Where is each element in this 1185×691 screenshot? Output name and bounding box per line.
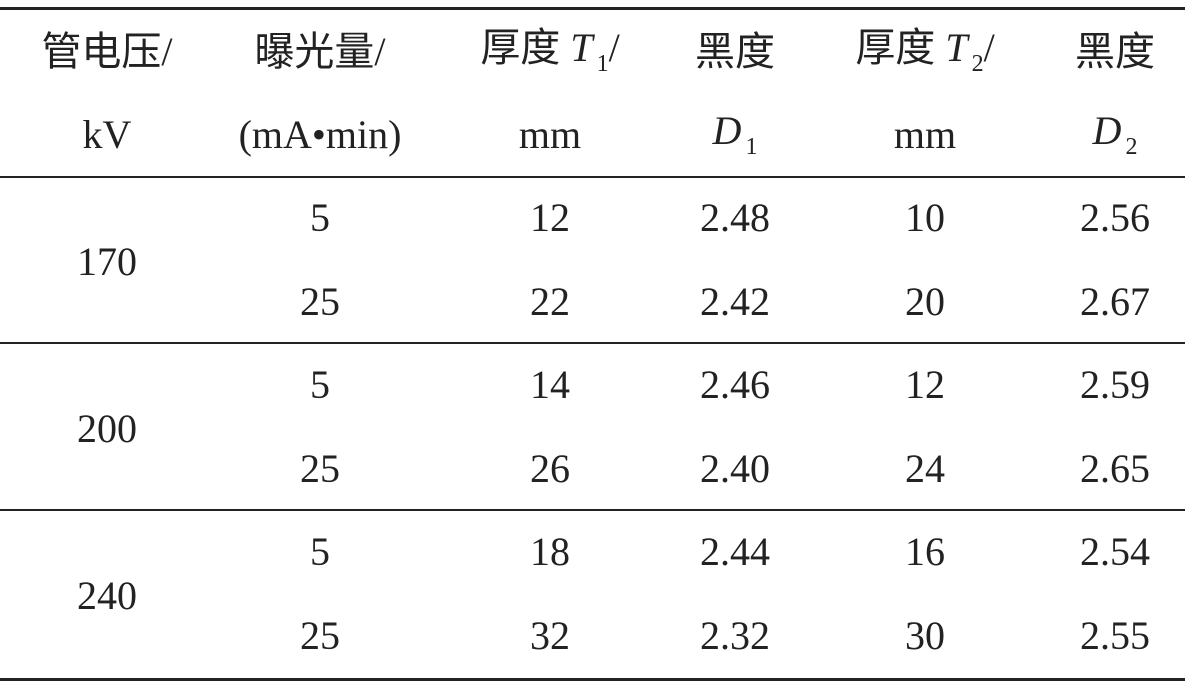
header-text: 管电压/ [41,29,173,74]
header-cell: 厚度 T 2/ [855,25,995,77]
table-cell: 10 [905,195,945,240]
table-cell: 20 [905,279,945,324]
table-cell: 25 [300,446,340,491]
header-text: kV [82,112,132,157]
header-text: 2 [971,51,984,77]
header-text: / [983,25,995,70]
header-text: 曝光量/ [254,29,386,74]
table-cell: 5 [310,195,330,240]
table-cell: 12 [905,362,945,407]
header-cell: mm [519,115,581,155]
table-cell: 25 [300,279,340,324]
table-cell: 2.42 [700,279,770,324]
voltage-cell: 170 [77,239,137,284]
header-text: (mA•min) [238,112,402,157]
header-cell: kV [83,115,132,155]
table-cell: 22 [530,279,570,324]
table-cell: 2.67 [1080,279,1150,324]
header-text: 2 [1125,134,1138,160]
header-text: 厚度 [855,25,946,70]
table-cell: 30 [905,613,945,658]
header-text: mm [518,112,582,157]
header-text: / [608,25,620,70]
header-cell: mm [894,115,956,155]
table-cell: 2.32 [700,613,770,658]
header-cell: 厚度 T 1/ [480,25,620,77]
header-cell: 管电压/ [41,32,172,72]
table-cell: 2.59 [1080,362,1150,407]
table-cell: 2.56 [1080,195,1150,240]
table-cell: 12 [530,195,570,240]
table-cell: 5 [310,529,330,574]
header-cell: 黑度 [695,32,775,72]
header-text: 1 [596,51,609,77]
voltage-cell: 200 [77,406,137,451]
table-cell: 24 [905,446,945,491]
table-cell: 2.46 [700,362,770,407]
header-text: D [1092,108,1122,153]
table-cell: 2.40 [700,446,770,491]
table-cell: 2.48 [700,195,770,240]
table-cell: 25 [300,613,340,658]
header-text: D [712,108,742,153]
table-cell: 16 [905,529,945,574]
table-cell: 32 [530,613,570,658]
table-cell: 14 [530,362,570,407]
group-rule [0,509,1185,511]
table-cell: 2.65 [1080,446,1150,491]
group-rule [0,342,1185,344]
header-rule [0,176,1185,178]
header-text: 厚度 [480,25,571,70]
table-cell: 2.54 [1080,529,1150,574]
top-rule [0,7,1185,10]
table-cell: 2.44 [700,529,770,574]
voltage-cell: 240 [77,573,137,618]
table-cell: 5 [310,362,330,407]
header-text: 黑度 [1075,29,1155,74]
header-text: mm [893,112,957,157]
table-cell: 26 [530,446,570,491]
header-cell: 黑度 [1075,32,1155,72]
header-text: T [570,25,593,70]
header-text: 黑度 [695,29,775,74]
header-cell: (mA•min) [239,115,402,155]
header-cell: 曝光量/ [254,32,385,72]
header-text: 1 [745,134,758,160]
bottom-rule [0,678,1185,681]
header-text: T [945,25,968,70]
table-cell: 18 [530,529,570,574]
table-cell: 2.55 [1080,613,1150,658]
